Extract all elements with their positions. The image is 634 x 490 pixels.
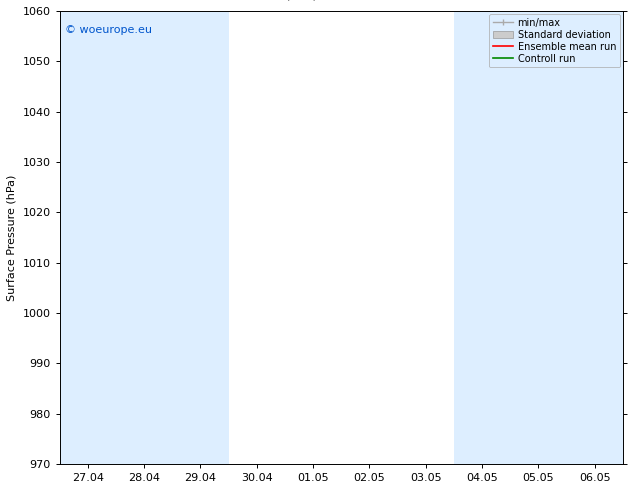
Y-axis label: Surface Pressure (hPa): Surface Pressure (hPa) (7, 174, 17, 301)
Bar (172, 11, 229, 464)
Bar (116, 11, 172, 464)
Bar (454, 11, 510, 464)
Bar (510, 11, 567, 464)
Text: ENS Time Series Edmonton (IAP): ENS Time Series Edmonton (IAP) (92, 0, 318, 1)
Text: © woeurope.eu: © woeurope.eu (65, 24, 152, 34)
Bar (567, 11, 623, 464)
Legend: min/max, Standard deviation, Ensemble mean run, Controll run: min/max, Standard deviation, Ensemble me… (489, 14, 620, 68)
Text: Fr. 26.04.2024 03 UTC: Fr. 26.04.2024 03 UTC (406, 0, 559, 1)
Bar (60, 11, 116, 464)
